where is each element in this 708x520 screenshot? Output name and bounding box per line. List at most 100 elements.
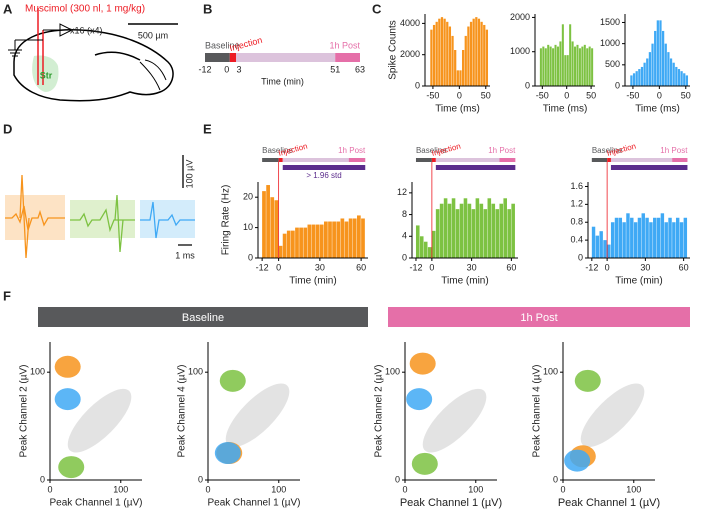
- y-tick-label: 2000: [510, 12, 530, 22]
- bar: [679, 222, 684, 258]
- bar: [439, 203, 444, 258]
- y-axis-label: Peak Channel 4 (µV): [177, 364, 188, 457]
- bar: [599, 231, 603, 258]
- bar: [643, 62, 646, 86]
- bar: [446, 21, 449, 86]
- x-tick-label: 30: [467, 262, 477, 272]
- timeline-segment: [591, 158, 608, 162]
- timeline-segment: [610, 158, 673, 162]
- x-axis-label: Time (min): [289, 276, 336, 287]
- timeline-label: 1h Post: [338, 146, 366, 155]
- bar: [464, 35, 467, 86]
- probe-label: x16 (x4): [70, 25, 103, 35]
- x-tick-label: -12: [585, 262, 598, 272]
- timeline-tick-label: -12: [198, 64, 211, 74]
- y-tick-label: 12: [397, 187, 407, 197]
- bar: [661, 30, 665, 86]
- cluster: [58, 456, 85, 479]
- y-axis-label: Peak Channel 2 (µV): [19, 364, 30, 457]
- bar: [419, 236, 424, 258]
- x-tick-label: 30: [640, 262, 650, 272]
- timeline-label: Baseline: [592, 146, 623, 155]
- timeline-label: Baseline: [416, 146, 447, 155]
- bar: [357, 215, 361, 258]
- bar: [443, 198, 448, 258]
- bar: [282, 233, 287, 258]
- bar: [630, 217, 634, 258]
- bar: [456, 70, 459, 86]
- bar: [480, 21, 483, 86]
- waveform-band: [70, 200, 135, 238]
- bar: [291, 230, 295, 258]
- bar: [544, 48, 547, 86]
- significance-label: > 1.96 std: [306, 171, 341, 180]
- bar: [438, 18, 441, 87]
- group-label: Baseline: [182, 312, 224, 324]
- bar: [455, 209, 460, 258]
- y-tick-label: 0: [40, 474, 45, 484]
- waveform-band: [140, 200, 195, 238]
- x-tick-label: -50: [426, 90, 439, 100]
- timeline-segment: [431, 158, 436, 162]
- scale-bars: [178, 155, 192, 246]
- y-tick-label: 0: [525, 80, 530, 90]
- bar: [566, 55, 569, 86]
- bar: [651, 43, 654, 86]
- bar: [574, 46, 577, 86]
- y-tick-label: 0: [578, 252, 583, 262]
- bar: [667, 52, 670, 86]
- timeline-segment: [282, 158, 349, 162]
- bar: [303, 227, 308, 258]
- bar: [672, 62, 675, 86]
- timeline-label: 1h Post: [329, 40, 360, 50]
- bar: [638, 69, 641, 86]
- bar: [683, 217, 688, 258]
- bar: [660, 213, 665, 258]
- bar: [618, 217, 623, 258]
- x-axis-label: Time (min): [441, 276, 488, 287]
- bar: [475, 198, 480, 258]
- bar: [614, 217, 619, 258]
- cluster: [574, 369, 601, 392]
- timeline-label: 1h Post: [660, 146, 688, 155]
- bar: [324, 221, 328, 258]
- bar: [469, 21, 473, 86]
- y-tick-label: 0: [415, 80, 420, 90]
- bar: [603, 240, 607, 258]
- bar: [295, 227, 299, 258]
- timeline-label: Baseline: [205, 40, 240, 50]
- y-tick-label: 0: [248, 252, 253, 262]
- timeline-segment: [435, 158, 500, 162]
- bar: [656, 217, 661, 258]
- waveform: [70, 208, 135, 233]
- waveform: [5, 205, 65, 231]
- bar: [491, 203, 496, 258]
- bar: [675, 217, 680, 258]
- cluster: [411, 452, 438, 475]
- bar: [472, 18, 475, 87]
- x-axis-label: Time (ms): [543, 104, 588, 115]
- y-tick-label: 0: [402, 252, 407, 262]
- bar: [653, 217, 657, 258]
- bar: [556, 46, 559, 86]
- bar: [664, 222, 668, 258]
- bar: [564, 55, 567, 86]
- y-tick-label: 1000: [510, 46, 530, 56]
- x-tick-label: 0: [402, 484, 407, 494]
- timeline-segment: [672, 158, 688, 162]
- bar: [459, 70, 462, 86]
- x-tick-label: 100: [626, 484, 641, 494]
- group-bar: [388, 307, 690, 327]
- timeline-tick-label: 51: [330, 64, 340, 74]
- bar: [352, 218, 357, 258]
- bar: [542, 46, 545, 86]
- bar: [286, 230, 291, 258]
- amplifier-symbol: [8, 23, 74, 57]
- significance-bar: [610, 165, 688, 170]
- bar: [632, 73, 636, 86]
- timeline-label: Baseline: [262, 146, 293, 155]
- bar: [270, 197, 275, 258]
- bar: [467, 26, 470, 86]
- bar: [561, 24, 564, 87]
- panel-label: F: [3, 288, 11, 303]
